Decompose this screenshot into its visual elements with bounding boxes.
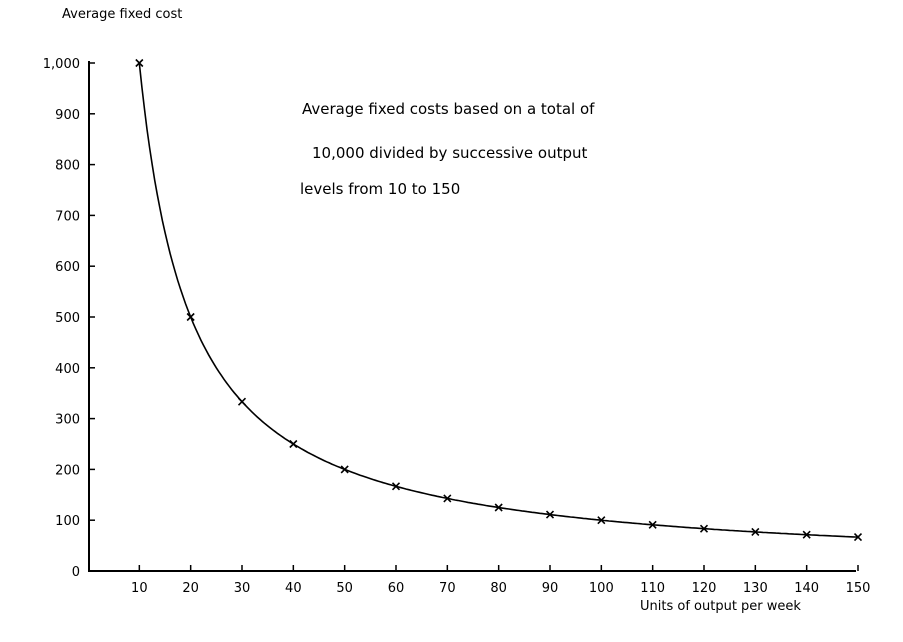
y-tick-label: 700 [55, 209, 80, 224]
x-tick-label: 100 [589, 581, 614, 596]
data-point-marker [545, 510, 555, 519]
y-tick-label: 0 [72, 565, 80, 580]
y-tick-label: 600 [55, 260, 80, 275]
data-point-marker [443, 494, 452, 503]
data-point-marker [135, 58, 144, 68]
data-point-marker [289, 439, 298, 449]
x-tick-label: 110 [640, 581, 665, 596]
x-tick-label: 30 [234, 581, 251, 596]
data-point-marker [391, 482, 401, 491]
data-point-marker [597, 516, 606, 525]
data-point-marker [340, 465, 349, 474]
x-tick-label: 150 [846, 581, 871, 596]
data-point-marker [699, 524, 709, 533]
series-line [138, 62, 859, 538]
annotation-line-2: 10,000 divided by successive output [312, 144, 588, 162]
data-point-marker [237, 397, 247, 406]
x-tick-label: 20 [182, 581, 199, 596]
y-axis-label: Average fixed cost [62, 7, 182, 22]
data-point-marker [853, 533, 863, 542]
x-tick-label: 120 [692, 581, 717, 596]
x-tick-label: 140 [794, 581, 819, 596]
x-tick-label: 90 [542, 581, 559, 596]
y-tick-label: 900 [55, 108, 80, 123]
x-tick-label: 60 [388, 581, 405, 596]
x-axis-label: Units of output per week [640, 599, 801, 614]
y-tick-label: 400 [55, 362, 80, 377]
x-tick-label: 70 [439, 581, 456, 596]
y-tick-label: 200 [55, 463, 80, 478]
annotation-line-3: levels from 10 to 150 [300, 180, 460, 198]
x-tick-label: 10 [131, 581, 148, 596]
data-point-marker [494, 503, 503, 512]
data-point-marker [186, 312, 195, 322]
y-tick-label: 500 [55, 311, 80, 326]
y-tick-label: 800 [55, 159, 80, 174]
x-tick-label: 40 [285, 581, 302, 596]
annotation-line-1: Average fixed costs based on a total of [302, 100, 595, 118]
data-point-marker [802, 530, 811, 539]
x-tick-label: 80 [490, 581, 507, 596]
data-point-marker [751, 527, 760, 537]
y-tick-label: 300 [55, 413, 80, 428]
x-tick-label: 50 [336, 581, 353, 596]
y-tick-label: 100 [55, 514, 80, 529]
y-tick-label: 1,000 [43, 57, 80, 72]
x-tick-label: 130 [743, 581, 768, 596]
data-point-marker [648, 520, 657, 529]
